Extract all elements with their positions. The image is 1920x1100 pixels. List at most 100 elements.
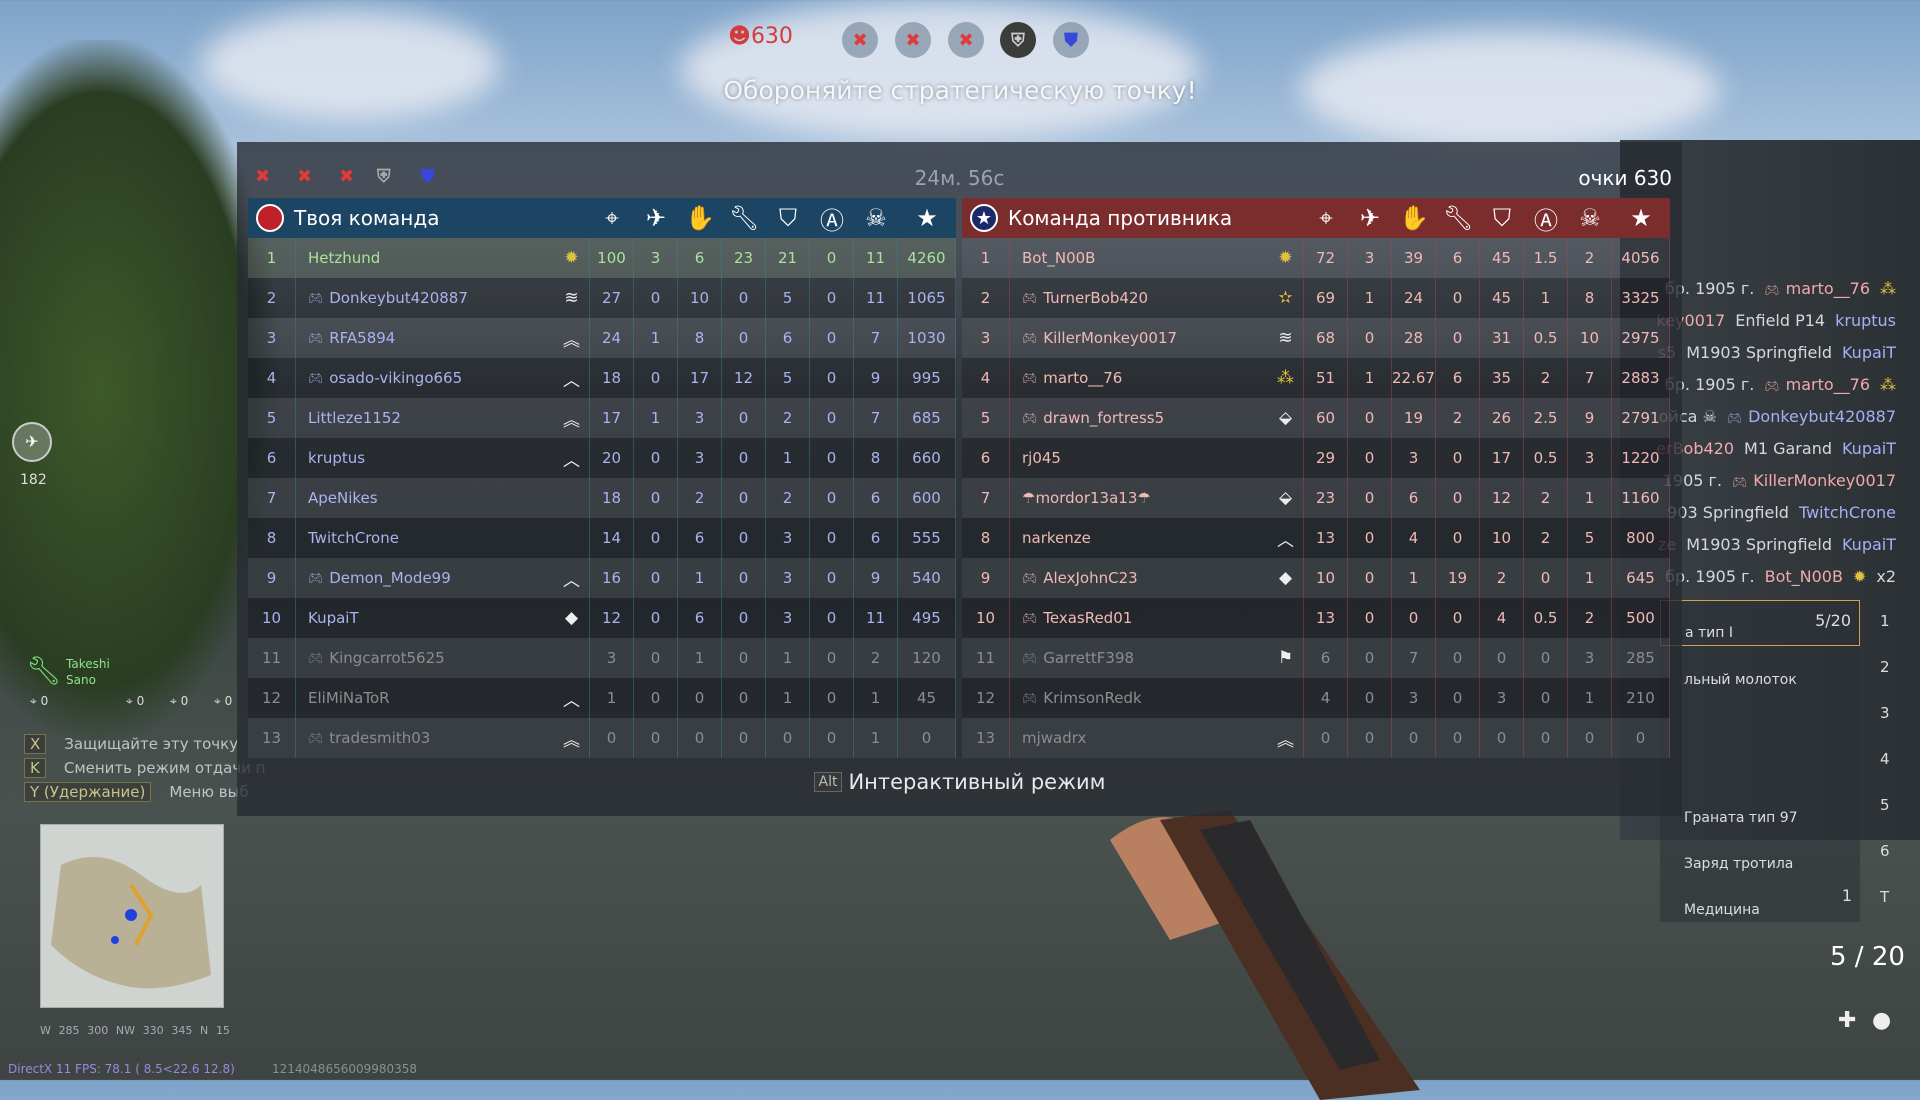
star-icon[interactable]: ★ xyxy=(1630,204,1652,232)
player-name[interactable]: TexasRed01 xyxy=(1043,609,1133,627)
player-row[interactable]: 1 Hetzhund ✹ 100 3 6 23 21 0 11 4260 xyxy=(248,238,956,278)
player-row[interactable]: 7 ☂mordor13a13☂ ⬙ 23 0 6 0 12 2 1 1160 xyxy=(962,478,1670,518)
wrench-icon[interactable]: 🔧︎ xyxy=(728,204,760,232)
player-name[interactable]: osado-vikingo665 xyxy=(329,369,463,387)
player-name[interactable]: EliMiNaToR xyxy=(308,689,390,707)
player-name[interactable]: TurnerBob420 xyxy=(1043,289,1149,307)
player-row[interactable]: 3 🎮︎ RFA5894 ︽ 24 1 8 0 6 0 7 1030 xyxy=(248,318,956,358)
player-name[interactable]: ApeNikes xyxy=(308,489,378,507)
player-row[interactable]: 13 🎮︎ tradesmith03 ︽ 0 0 0 0 0 0 1 0 xyxy=(248,718,956,758)
player-row[interactable]: 4 🎮︎ marto__76 ⁂ 51 1 22.67 6 35 2 7 2883 xyxy=(962,358,1670,398)
crosshair-icon[interactable]: ⌖ xyxy=(605,204,619,232)
weapon-slot[interactable]: льный молоток xyxy=(1660,646,1860,692)
player-name[interactable]: TwitchCrone xyxy=(308,529,399,547)
skull-icon[interactable]: ☠ xyxy=(865,204,887,232)
circle-a-icon[interactable]: Ⓐ xyxy=(820,206,844,235)
player-row[interactable]: 9 🎮︎ AlexJohnC23 ◆ 10 0 1 19 2 0 1 645 xyxy=(962,558,1670,598)
stat-wrench: 0 xyxy=(722,518,766,558)
killfeed-entry: key0017 Enfield P14 kruptus xyxy=(1296,304,1897,336)
weapon-slot[interactable] xyxy=(1660,692,1860,738)
player-row[interactable]: 12 🎮︎ KrimsonRedk 4 0 3 0 3 0 1 210 xyxy=(962,678,1670,718)
stat-shield-a: 26 xyxy=(1480,398,1524,438)
player-row[interactable]: 13 mjwadrx ︽ 0 0 0 0 0 0 0 0 xyxy=(962,718,1670,758)
player-name[interactable]: KrimsonRedk xyxy=(1043,689,1142,707)
weapon-slot[interactable]: Граната тип 97 xyxy=(1660,784,1860,830)
stat-circle-a: 2.5 xyxy=(1524,398,1568,438)
player-row[interactable]: 5 🎮︎ drawn_fortress5 ⬙ 60 0 19 2 26 2.5 9 2791 xyxy=(962,398,1670,438)
player-name[interactable]: Bot_N00B xyxy=(1022,249,1096,267)
player-name[interactable]: marto__76 xyxy=(1043,369,1123,387)
crosshair-icon[interactable]: ⌖ xyxy=(1319,204,1333,232)
player-name[interactable]: kruptus xyxy=(308,449,366,467)
player-name-text: marto__76 xyxy=(1785,374,1870,394)
player-name[interactable]: KillerMonkey0017 xyxy=(1043,329,1178,347)
player-name[interactable]: Hetzhund xyxy=(308,249,381,267)
squad-count: 0 xyxy=(180,694,189,708)
hand-icon[interactable]: ✋ xyxy=(1399,204,1429,232)
player-name-text: TwitchCrone xyxy=(1798,502,1896,522)
player-row[interactable]: 3 🎮︎ KillerMonkey0017 ≋ 68 0 28 0 31 0.5 10 2975 xyxy=(962,318,1670,358)
circle-a-icon[interactable]: Ⓐ xyxy=(1534,206,1558,235)
player-name[interactable]: drawn_fortress5 xyxy=(1043,409,1165,427)
player-row[interactable]: 7 ApeNikes 18 0 2 0 2 0 6 600 xyxy=(248,478,956,518)
player-name[interactable]: Demon_Mode99 xyxy=(329,569,451,587)
player-row[interactable]: 11 🎮︎ GarrettF398 ⚑ 6 0 7 0 0 0 3 285 xyxy=(962,638,1670,678)
player-row[interactable]: 9 🎮︎ Demon_Mode99 ︿ 16 0 1 0 3 0 9 540 xyxy=(248,558,956,598)
player-row[interactable]: 2 🎮︎ Donkeybut420887 ≋ 27 0 10 0 5 0 11 1065 xyxy=(248,278,956,318)
star-icon[interactable]: ★ xyxy=(916,204,938,232)
shield-a-icon[interactable]: ⛉ xyxy=(779,204,797,232)
weapon-slot-name: а тип I xyxy=(1685,625,1734,641)
shield-a-icon[interactable]: ⛉ xyxy=(1493,204,1511,232)
rank-chev1-icon: ︿ xyxy=(1268,518,1304,558)
player-name[interactable]: AlexJohnC23 xyxy=(1043,569,1138,587)
stat-hand: 3 xyxy=(1392,438,1436,478)
player-row[interactable]: 8 TwitchCrone 14 0 6 0 3 0 6 555 xyxy=(248,518,956,558)
hand-icon[interactable]: ✋ xyxy=(685,204,715,232)
player-name[interactable]: Donkeybut420887 xyxy=(329,289,468,307)
player-row[interactable]: 8 narkenze ︿ 13 0 4 0 10 2 5 800 xyxy=(962,518,1670,558)
stat-wrench: 0 xyxy=(1436,478,1480,518)
weapon-slot-name: Заряд тротила xyxy=(1684,856,1794,872)
player-name[interactable]: GarrettF398 xyxy=(1043,649,1135,667)
stat-skull: 6 xyxy=(854,518,898,558)
player-row[interactable]: 12 EliMiNaToR ︿ 1 0 0 0 1 0 1 45 xyxy=(248,678,956,718)
skull-icon[interactable]: ☠ xyxy=(1579,204,1601,232)
stat-skull: 5 xyxy=(1568,518,1612,558)
player-name[interactable]: KupaiT xyxy=(308,609,359,627)
plane-tank-icon[interactable]: ✈ xyxy=(645,204,667,232)
player-name[interactable]: RFA5894 xyxy=(329,329,396,347)
player-name[interactable]: tradesmith03 xyxy=(329,729,431,747)
player-name[interactable]: rj045 xyxy=(1022,449,1061,467)
player-row[interactable]: 6 rj045 29 0 3 0 17 0.5 3 1220 xyxy=(962,438,1670,478)
stat-skull: 8 xyxy=(854,438,898,478)
player-row[interactable]: 2 🎮︎ TurnerBob420 ✫ 69 1 24 0 45 1 8 3325 xyxy=(962,278,1670,318)
weapon-name: M1903 Springfield xyxy=(1686,342,1832,362)
player-name[interactable]: Littleze1152 xyxy=(308,409,401,427)
player-row[interactable]: 4 🎮︎ osado-vikingo665 ︿ 18 0 17 12 5 0 9 995 xyxy=(248,358,956,398)
stat-shield-a: 0 xyxy=(1480,718,1524,758)
weapon-slot[interactable]: Заряд тротила xyxy=(1660,830,1860,876)
player-row[interactable]: 1 Bot_N00B ✹ 72 3 39 6 45 1.5 2 4056 xyxy=(962,238,1670,278)
player-position: 1 xyxy=(962,238,1010,278)
stat-hand: 0 xyxy=(678,718,722,758)
player-name[interactable]: narkenze xyxy=(1022,529,1091,547)
stat-circle-a: 0 xyxy=(810,438,854,478)
weapon-slot[interactable]: Медицина 1 xyxy=(1660,876,1860,922)
player-row[interactable]: 6 kruptus ︿ 20 0 3 0 1 0 8 660 xyxy=(248,438,956,478)
weapon-slot[interactable] xyxy=(1660,738,1860,784)
player-row[interactable]: 11 🎮︎ Kingcarrot5625 3 0 1 0 1 0 2 120 xyxy=(248,638,956,678)
player-row[interactable]: 5 Littleze1152 ︽ 17 1 3 0 2 0 7 685 xyxy=(248,398,956,438)
stat-circle-a: 1.5 xyxy=(1524,238,1568,278)
minimap[interactable] xyxy=(40,824,224,1008)
player-position: 6 xyxy=(248,438,296,478)
player-name[interactable]: mjwadrx xyxy=(1022,729,1087,747)
player-row[interactable]: 10 KupaiT ◆ 12 0 6 0 3 0 11 495 xyxy=(248,598,956,638)
player-name[interactable]: ☂mordor13a13☂ xyxy=(1022,489,1151,507)
player-name[interactable]: Kingcarrot5625 xyxy=(329,649,445,667)
interactive-mode-hint[interactable]: Alt Интерактивный режим xyxy=(237,770,1682,794)
player-row[interactable]: 10 🎮︎ TexasRed01 13 0 0 0 4 0.5 2 500 xyxy=(962,598,1670,638)
plane-tank-icon[interactable]: ✈ xyxy=(1359,204,1381,232)
wrench-icon[interactable]: 🔧︎ xyxy=(1442,204,1474,232)
weapon-slot[interactable]: а тип I 5/20 xyxy=(1660,600,1860,646)
usa-star-icon: ★ xyxy=(970,204,998,232)
